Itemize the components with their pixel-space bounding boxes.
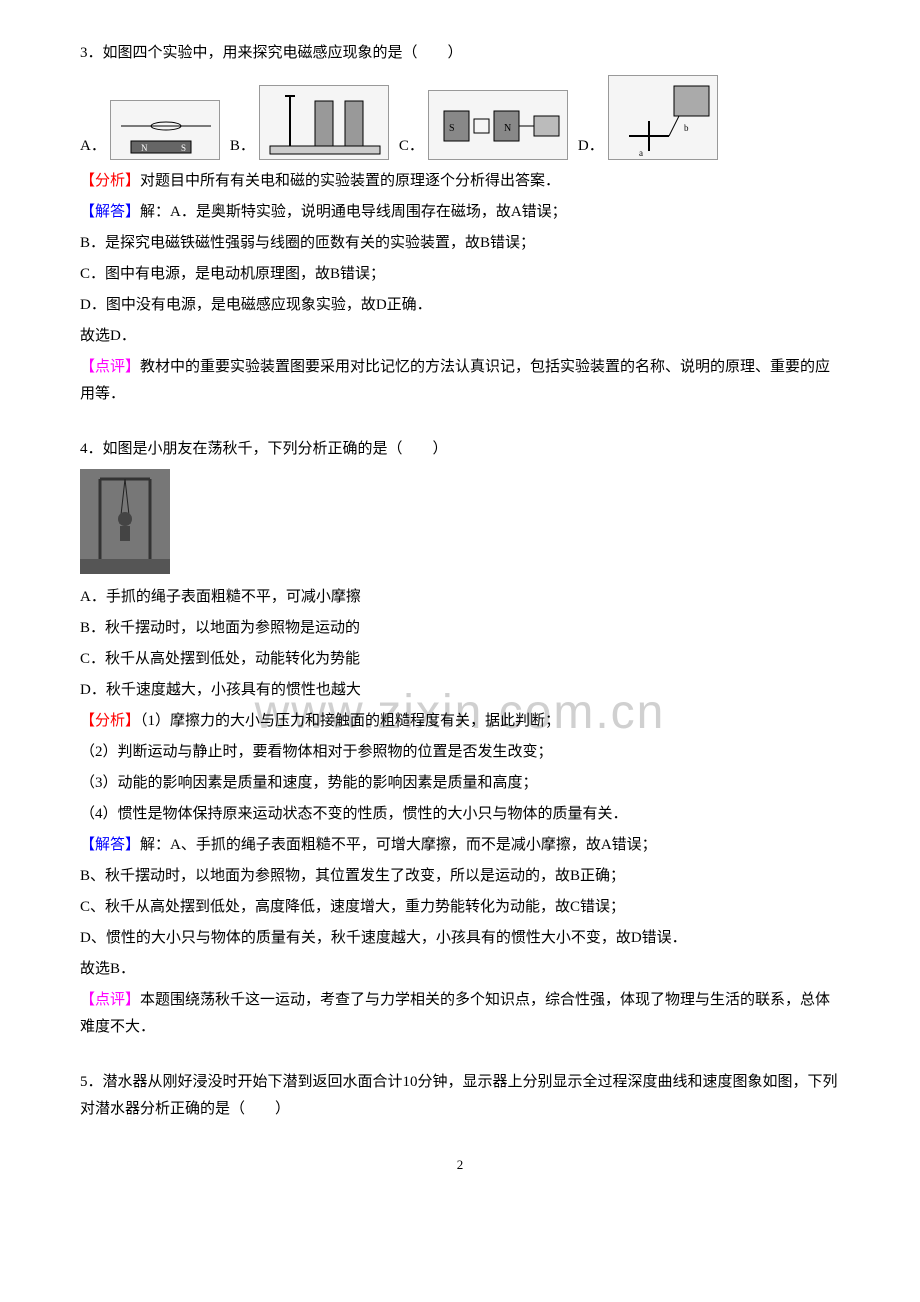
page-content: 3．如图四个实验中，用来探究电磁感应现象的是（ ） A． N S B．	[80, 40, 840, 1123]
q4-option-a: A．手抓的绳子表面粗糙不平，可减小摩擦	[80, 584, 840, 611]
diagram-b-icon	[259, 85, 389, 160]
q3-option-b: B．	[230, 85, 389, 160]
q4-answer-5: 故选B．	[80, 956, 840, 983]
page-number: 2	[80, 1153, 840, 1176]
q3-options-row: A． N S B．	[80, 75, 840, 160]
q4-analysis-2: （2）判断运动与静止时，要看物体相对于参照物的位置是否发生改变；	[80, 739, 840, 766]
answer-label: 【解答】	[80, 204, 140, 220]
question-3: 3．如图四个实验中，用来探究电磁感应现象的是（ ） A． N S B．	[80, 40, 840, 408]
q3-option-c: C． S N	[399, 90, 568, 160]
q4-answer-2: B、秋千摆动时，以地面为参照物，其位置发生了改变，所以是运动的，故B正确；	[80, 863, 840, 890]
q3-option-a: A． N S	[80, 100, 220, 160]
comment-label: 【点评】	[80, 359, 140, 375]
q3-comment-text: 教材中的重要实验装置图要采用对比记忆的方法认真识记，包括实验装置的名称、说明的原…	[80, 359, 830, 402]
swing-image-icon	[80, 469, 170, 574]
analysis-label: 【分析】	[80, 173, 140, 189]
q3-analysis-text: 对题目中所有有关电和磁的实验装置的原理逐个分析得出答案．	[140, 173, 560, 189]
q3-stem: 3．如图四个实验中，用来探究电磁感应现象的是（ ）	[80, 40, 840, 67]
diagram-d-icon: a b	[608, 75, 718, 160]
q3-answer-5: 故选D．	[80, 323, 840, 350]
q3-answer-4: D．图中没有电源，是电磁感应现象实验，故D正确．	[80, 292, 840, 319]
q4-answer: 【解答】解：A、手抓的绳子表面粗糙不平，可增大摩擦，而不是减小摩擦，故A错误；	[80, 832, 840, 859]
svg-text:b: b	[684, 123, 689, 133]
q4-answer-4: D、惯性的大小只与物体的质量有关，秋千速度越大，小孩具有的惯性大小不变，故D错误…	[80, 925, 840, 952]
q3-answer-1: 解：A．是奥斯特实验，说明通电导线周围存在磁场，故A错误；	[140, 204, 567, 220]
q4-analysis-1: （1）摩擦力的大小与压力和接触面的粗糙程度有关，据此判断；	[140, 713, 560, 729]
q4-comment: 【点评】本题围绕荡秋千这一运动，考查了与力学相关的多个知识点，综合性强，体现了物…	[80, 987, 840, 1041]
answer-label: 【解答】	[80, 837, 140, 853]
q4-analysis-3: （3）动能的影响因素是质量和速度，势能的影响因素是质量和高度；	[80, 770, 840, 797]
q4-stem: 4．如图是小朋友在荡秋千，下列分析正确的是（ ）	[80, 436, 840, 463]
svg-text:S: S	[181, 143, 186, 153]
svg-text:N: N	[504, 123, 511, 134]
q3-option-d: D． a b	[578, 75, 718, 160]
svg-text:S: S	[449, 123, 455, 134]
option-label-d: D．	[578, 133, 604, 160]
analysis-label: 【分析】	[80, 713, 140, 729]
q3-answer: 【解答】解：A．是奥斯特实验，说明通电导线周围存在磁场，故A错误；	[80, 199, 840, 226]
q4-analysis: 【分析】（1）摩擦力的大小与压力和接触面的粗糙程度有关，据此判断；	[80, 708, 840, 735]
q5-stem: 5．潜水器从刚好浸没时开始下潜到返回水面合计10分钟，显示器上分别显示全过程深度…	[80, 1069, 840, 1123]
q4-option-b: B．秋千摆动时，以地面为参照物是运动的	[80, 615, 840, 642]
svg-text:a: a	[639, 148, 643, 158]
q3-analysis: 【分析】对题目中所有有关电和磁的实验装置的原理逐个分析得出答案．	[80, 168, 840, 195]
q4-option-d: D．秋千速度越大，小孩具有的惯性也越大	[80, 677, 840, 704]
option-label-b: B．	[230, 133, 255, 160]
diagram-c-icon: S N	[428, 90, 568, 160]
question-4: 4．如图是小朋友在荡秋千，下列分析正确的是（ ） A．手抓的绳子表面粗糙不平，可…	[80, 436, 840, 1041]
option-label-a: A．	[80, 133, 106, 160]
diagram-a-icon: N S	[110, 100, 220, 160]
q4-answer-1: 解：A、手抓的绳子表面粗糙不平，可增大摩擦，而不是减小摩擦，故A错误；	[140, 837, 657, 853]
svg-text:N: N	[141, 143, 148, 153]
q4-option-c: C．秋千从高处摆到低处，动能转化为势能	[80, 646, 840, 673]
q3-comment: 【点评】教材中的重要实验装置图要采用对比记忆的方法认真识记，包括实验装置的名称、…	[80, 354, 840, 408]
q3-answer-2: B．是探究电磁铁磁性强弱与线圈的匝数有关的实验装置，故B错误；	[80, 230, 840, 257]
q4-analysis-4: （4）惯性是物体保持原来运动状态不变的性质，惯性的大小只与物体的质量有关．	[80, 801, 840, 828]
option-label-c: C．	[399, 133, 424, 160]
question-5: 5．潜水器从刚好浸没时开始下潜到返回水面合计10分钟，显示器上分别显示全过程深度…	[80, 1069, 840, 1123]
q3-answer-3: C．图中有电源，是电动机原理图，故B错误；	[80, 261, 840, 288]
q4-answer-3: C、秋千从高处摆到低处，高度降低，速度增大，重力势能转化为动能，故C错误；	[80, 894, 840, 921]
comment-label: 【点评】	[80, 992, 140, 1008]
q4-comment-text: 本题围绕荡秋千这一运动，考查了与力学相关的多个知识点，综合性强，体现了物理与生活…	[80, 992, 830, 1035]
